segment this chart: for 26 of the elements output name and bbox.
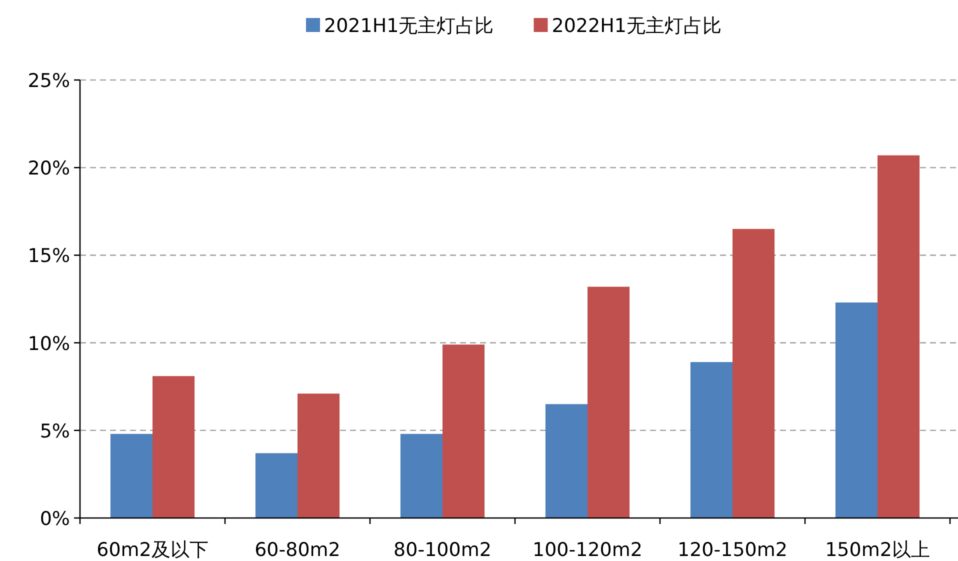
x-tick-label: 80-100m2	[394, 539, 492, 561]
bar	[690, 362, 732, 518]
x-tick-label: 100-120m2	[532, 539, 642, 561]
y-tick-label: 25%	[28, 70, 70, 92]
bar	[400, 434, 442, 518]
x-tick-label: 60m2及以下	[96, 539, 208, 561]
x-tick-label: 120-150m2	[678, 539, 788, 561]
bar	[298, 394, 340, 518]
bar	[588, 286, 630, 518]
x-tick-label: 150m2以上	[825, 539, 930, 561]
y-tick-label: 5%	[40, 420, 70, 442]
bar	[110, 434, 152, 518]
bar	[255, 453, 298, 518]
bar	[878, 155, 920, 518]
y-tick-label: 15%	[28, 245, 70, 268]
bar	[442, 344, 485, 518]
y-tick-label: 10%	[28, 332, 70, 355]
bar	[835, 302, 878, 518]
y-tick-label: 0%	[40, 508, 70, 530]
x-tick-label: 60-80m2	[254, 539, 340, 561]
y-tick-label: 20%	[28, 158, 70, 180]
legend-label: 2021H1无主灯占比	[324, 15, 494, 37]
legend-label: 2022H1无主灯占比	[552, 15, 722, 37]
bar	[545, 404, 588, 518]
bar	[152, 376, 195, 518]
bar	[732, 228, 775, 518]
